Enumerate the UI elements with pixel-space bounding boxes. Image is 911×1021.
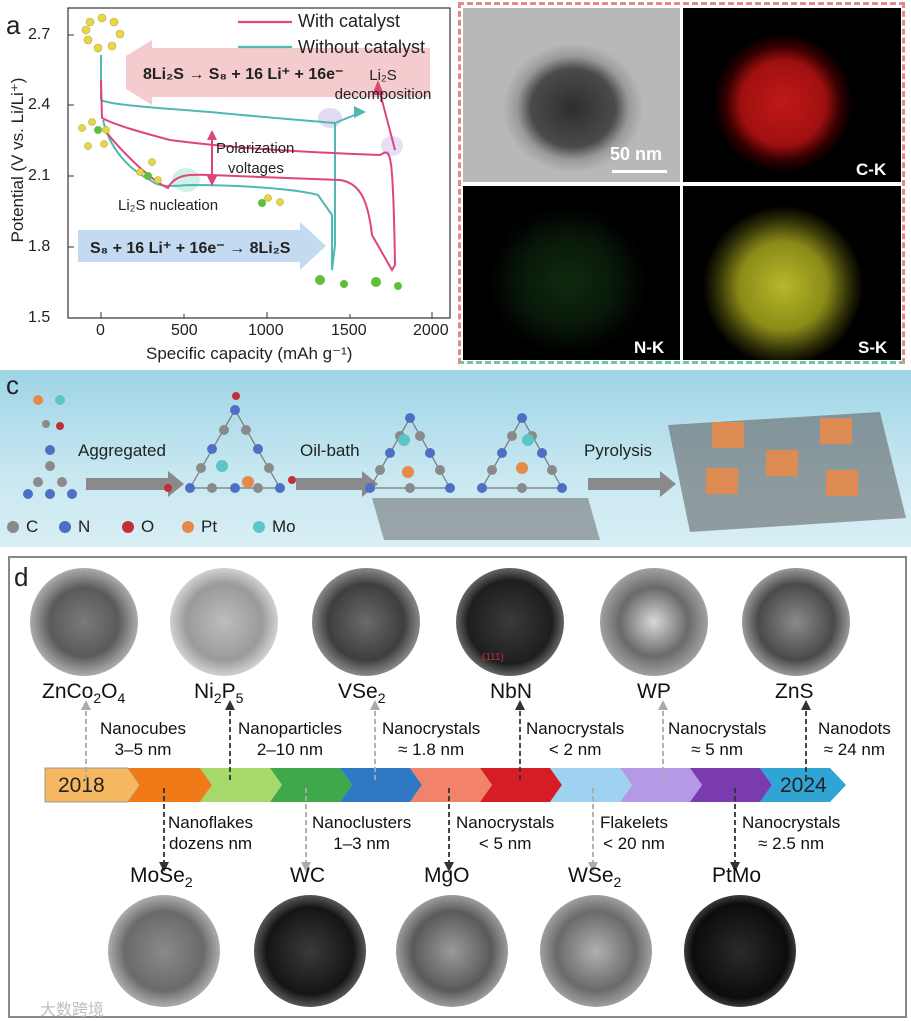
xtick-1500: 1500 — [331, 322, 367, 339]
scale-bar — [612, 170, 667, 173]
micrograph-mose2 — [108, 895, 220, 1007]
micrograph-vse2 — [312, 568, 420, 676]
n-k-label: N-K — [634, 338, 665, 357]
label-ni2p5: Ni2P5 — [194, 680, 244, 707]
micrograph-ni2p5 — [170, 568, 278, 676]
micrograph-wc — [254, 895, 366, 1007]
label-zns: ZnS — [775, 680, 814, 703]
micrograph-znco2o4 — [30, 568, 138, 676]
micrograph-wse2 — [540, 895, 652, 1007]
panel-a-chart — [67, 7, 451, 319]
annot-decomposition: Li₂S decomposition — [334, 67, 432, 103]
charge-reaction: 8Li₂S → S₈ + 16 Li⁺ + 16e⁻ — [143, 66, 344, 83]
label-mose2: MoSe2 — [130, 864, 193, 891]
c-k-map — [683, 8, 901, 182]
legend-mo-label: Mo — [272, 517, 296, 536]
desc-ni2p5: Nanoparticles 2–10 nm — [238, 719, 342, 759]
s-k-label: S-K — [858, 338, 888, 357]
desc-vse2: Nanocrystals ≈ 1.8 nm — [382, 719, 481, 759]
timeline — [44, 767, 846, 803]
step-pyrolysis: Pyrolysis — [584, 441, 653, 460]
watermark: 大数跨境 — [40, 1002, 105, 1019]
annot-voltages: voltages — [228, 160, 284, 177]
label-nbn: NbN — [490, 680, 533, 703]
annot-nucleation: Li₂S nucleation — [118, 197, 219, 214]
panel-c-letter: c — [6, 370, 19, 400]
ytick-15: 1.5 — [28, 309, 51, 326]
desc-wse2: Flakelets < 20 nm — [600, 813, 669, 853]
x-axis-label: Specific capacity (mAh g⁻¹) — [146, 344, 353, 363]
ytick-27: 2.7 — [28, 26, 51, 43]
discharge-reaction: S₈ + 16 Li⁺ + 16e⁻ → 8Li₂S — [90, 240, 291, 257]
micrograph-wp — [600, 568, 708, 676]
desc-wc: Nanoclusters 1–3 nm — [312, 813, 412, 853]
desc-wp: Nanocrystals ≈ 5 nm — [668, 719, 767, 759]
label-mgo: MgO — [424, 864, 470, 887]
xtick-500: 500 — [171, 322, 198, 339]
year-2018: 2018 — [58, 774, 105, 797]
legend-with-catalyst: With catalyst — [298, 11, 401, 31]
scale-bar-label: 50 nm — [610, 144, 663, 164]
xtick-2000: 2000 — [413, 322, 449, 339]
label-vse2: VSe2 — [338, 680, 386, 707]
label-ptmo: PtMo — [712, 864, 762, 887]
legend-n-label: N — [78, 517, 91, 536]
xtick-1000: 1000 — [248, 322, 284, 339]
micrograph-mgo — [396, 895, 508, 1007]
desc-zns: Nanodots ≈ 24 nm — [818, 719, 891, 759]
step-aggregated: Aggregated — [78, 441, 166, 460]
timeline-connectors — [81, 700, 811, 872]
n-k-map — [463, 186, 680, 360]
desc-ptmo: Nanocrystals ≈ 2.5 nm — [742, 813, 841, 853]
label-wse2: WSe2 — [568, 864, 622, 891]
label-wc: WC — [290, 864, 325, 887]
legend-c-label: C — [26, 517, 39, 536]
micrograph-zns — [742, 568, 850, 676]
legend-pt-label: Pt — [201, 517, 218, 536]
panel-c-scheme — [7, 392, 906, 540]
nbn-inset-label: (111) — [482, 652, 504, 663]
legend-o-label: O — [141, 517, 155, 536]
label-wp: WP — [637, 680, 671, 703]
xtick-0: 0 — [96, 322, 105, 339]
micrograph-nbn — [456, 568, 564, 676]
legend-without-catalyst: Without catalyst — [298, 37, 426, 57]
year-2024: 2024 — [780, 774, 827, 797]
ytick-21: 2.1 — [28, 167, 51, 184]
desc-znco2o4: Nanocubes 3–5 nm — [100, 719, 187, 759]
label-znco2o4: ZnCo2O4 — [42, 680, 126, 707]
panel-a-letter: a — [6, 10, 21, 40]
desc-nbn: Nanocrystals < 2 nm — [526, 719, 625, 759]
desc-mose2: Nanoflakes dozens nm — [168, 813, 254, 853]
ytick-24: 2.4 — [28, 96, 51, 113]
micrograph-ptmo — [684, 895, 796, 1007]
step-oil-bath: Oil-bath — [300, 441, 360, 460]
y-axis-label: Potential (V vs. Li/Li⁺) — [8, 77, 27, 243]
ytick-18: 1.8 — [28, 238, 51, 255]
panel-d-letter: d — [14, 562, 29, 592]
annot-polarization: Polarization — [216, 140, 295, 157]
desc-mgo: Nanocrystals < 5 nm — [456, 813, 555, 853]
c-k-label: C-K — [856, 160, 887, 179]
tem-image — [463, 8, 680, 182]
s-k-map — [683, 186, 901, 360]
panel-d-frame — [8, 556, 907, 1018]
